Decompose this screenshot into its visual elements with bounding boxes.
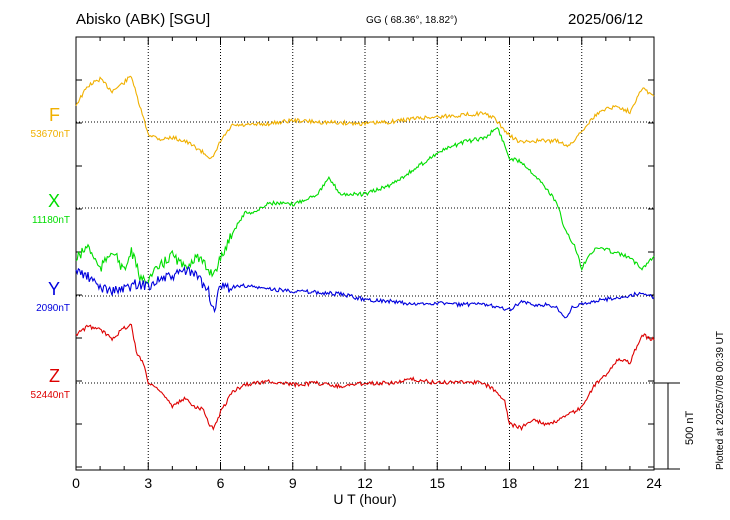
- station-title: Abisko (ABK) [SGU]: [76, 11, 211, 28]
- series-line-x: [75, 127, 655, 285]
- baseline-label-y: 2090nT: [36, 303, 70, 314]
- plotted-timestamp: Plotted at 2025/07/08 00:39 UT: [715, 331, 726, 470]
- series-line-z: [75, 323, 655, 432]
- component-name-f: F: [49, 105, 60, 125]
- x-tick-label: 12: [357, 475, 373, 491]
- component-name-x: X: [47, 191, 60, 211]
- x-tick-label: 15: [429, 475, 445, 491]
- baseline-label-x: 11180nT: [32, 215, 70, 226]
- x-tick-label: 0: [72, 475, 80, 491]
- x-tick-label: 21: [574, 475, 590, 491]
- component-name-z: Z: [49, 366, 60, 386]
- geographic-coordinates: GG ( 68.36°, 18.82°): [366, 15, 458, 26]
- baseline-label-f: 53670nT: [30, 129, 70, 140]
- x-tick-label: 6: [217, 475, 225, 491]
- baseline-label-z: 52440nT: [30, 390, 70, 401]
- x-axis-label: U T (hour): [333, 491, 396, 507]
- x-tick-label: 9: [289, 475, 297, 491]
- x-tick-label: 24: [646, 475, 662, 491]
- series-line-y: [75, 265, 655, 319]
- scale-bar-label: 500 nT: [684, 410, 696, 445]
- component-name-y: Y: [47, 279, 60, 299]
- x-tick-label: 3: [144, 475, 152, 491]
- x-tick-label: 18: [502, 475, 518, 491]
- series-line-f: [75, 75, 655, 160]
- date-label: 2025/06/12: [568, 11, 644, 28]
